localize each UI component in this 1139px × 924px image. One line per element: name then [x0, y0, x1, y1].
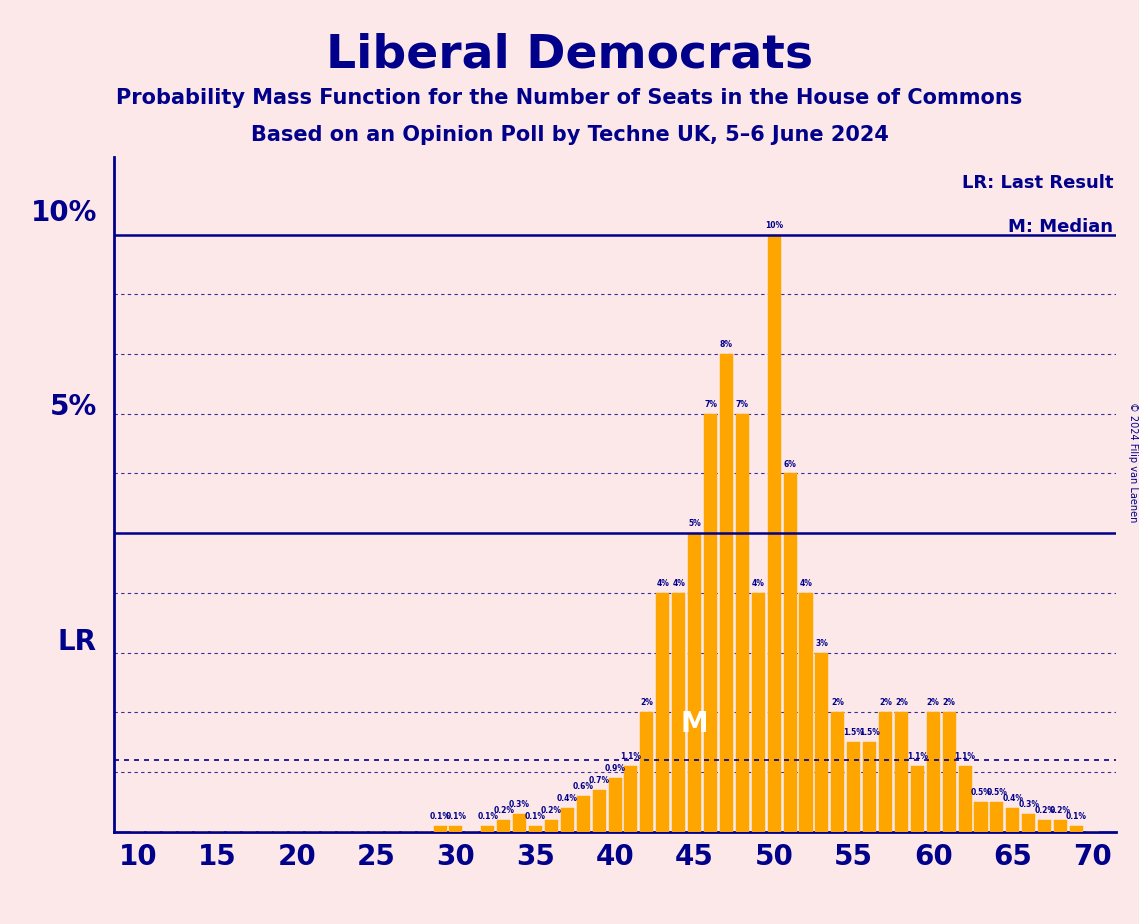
Text: Based on an Opinion Poll by Techne UK, 5–6 June 2024: Based on an Opinion Poll by Techne UK, 5…	[251, 125, 888, 145]
Text: 6%: 6%	[784, 459, 796, 468]
Bar	[528, 826, 542, 832]
Text: 0.2%: 0.2%	[1050, 806, 1071, 815]
Bar	[831, 712, 844, 832]
Bar	[768, 235, 780, 832]
Bar	[895, 712, 908, 832]
Text: 5%: 5%	[688, 519, 700, 529]
Text: 0.5%: 0.5%	[986, 788, 1007, 797]
Bar	[800, 593, 812, 832]
Text: 2%: 2%	[895, 699, 908, 708]
Text: 1.5%: 1.5%	[843, 728, 865, 737]
Text: 0.1%: 0.1%	[525, 812, 546, 821]
Bar	[847, 742, 860, 832]
Text: 2%: 2%	[831, 699, 844, 708]
Bar	[640, 712, 654, 832]
Bar	[434, 826, 446, 832]
Text: 8%: 8%	[720, 340, 732, 349]
Text: 7%: 7%	[704, 400, 718, 409]
Text: 1.1%: 1.1%	[954, 752, 976, 761]
Bar	[513, 814, 526, 832]
Text: 4%: 4%	[752, 579, 764, 588]
Text: 0.4%: 0.4%	[557, 794, 577, 803]
Bar	[1038, 820, 1051, 832]
Bar	[752, 593, 764, 832]
Text: 0.2%: 0.2%	[1034, 806, 1055, 815]
Bar	[736, 414, 748, 832]
Text: 4%: 4%	[672, 579, 686, 588]
Bar	[1070, 826, 1083, 832]
Bar	[544, 820, 558, 832]
Text: 2%: 2%	[927, 699, 940, 708]
Bar	[656, 593, 670, 832]
Text: 0.7%: 0.7%	[589, 776, 609, 785]
Text: 0.1%: 0.1%	[477, 812, 498, 821]
Bar	[688, 533, 702, 832]
Bar	[959, 766, 972, 832]
Bar	[911, 766, 924, 832]
Text: 2%: 2%	[640, 699, 654, 708]
Bar	[863, 742, 876, 832]
Bar	[704, 414, 718, 832]
Text: 0.1%: 0.1%	[1066, 812, 1087, 821]
Text: 7%: 7%	[736, 400, 748, 409]
Bar	[497, 820, 510, 832]
Bar	[672, 593, 686, 832]
Bar	[991, 802, 1003, 832]
Text: M: M	[681, 711, 708, 738]
Text: 0.1%: 0.1%	[429, 812, 451, 821]
Bar	[1022, 814, 1035, 832]
Text: 0.3%: 0.3%	[1018, 800, 1039, 808]
Text: 0.3%: 0.3%	[509, 800, 530, 808]
Bar	[576, 796, 590, 832]
Text: 0.2%: 0.2%	[493, 806, 514, 815]
Text: © 2024 Filip van Laenen: © 2024 Filip van Laenen	[1129, 402, 1138, 522]
Text: 1.1%: 1.1%	[621, 752, 641, 761]
Bar	[560, 808, 574, 832]
Text: 1.1%: 1.1%	[907, 752, 928, 761]
Bar	[879, 712, 892, 832]
Text: 5%: 5%	[50, 393, 97, 420]
Text: 0.1%: 0.1%	[445, 812, 467, 821]
Bar	[450, 826, 462, 832]
Text: 0.9%: 0.9%	[605, 764, 625, 773]
Bar	[1054, 820, 1067, 832]
Text: 3%: 3%	[816, 638, 828, 648]
Bar	[720, 354, 734, 832]
Text: 2%: 2%	[943, 699, 956, 708]
Text: 0.2%: 0.2%	[541, 806, 562, 815]
Bar	[1006, 808, 1019, 832]
Bar	[927, 712, 940, 832]
Bar	[943, 712, 956, 832]
Text: M: Median: M: Median	[1008, 218, 1113, 236]
Bar	[592, 790, 606, 832]
Bar	[482, 826, 494, 832]
Bar	[975, 802, 988, 832]
Text: 4%: 4%	[800, 579, 812, 588]
Text: Liberal Democrats: Liberal Democrats	[326, 32, 813, 78]
Text: 10%: 10%	[31, 199, 97, 226]
Text: LR: LR	[58, 628, 97, 656]
Text: 0.5%: 0.5%	[970, 788, 991, 797]
Bar	[608, 778, 622, 832]
Text: 4%: 4%	[656, 579, 670, 588]
Text: Probability Mass Function for the Number of Seats in the House of Commons: Probability Mass Function for the Number…	[116, 88, 1023, 108]
Bar	[624, 766, 638, 832]
Text: LR: Last Result: LR: Last Result	[961, 174, 1113, 192]
Bar	[784, 473, 796, 832]
Text: 1.5%: 1.5%	[859, 728, 880, 737]
Text: 0.6%: 0.6%	[573, 782, 593, 791]
Bar	[816, 652, 828, 832]
Text: 0.4%: 0.4%	[1002, 794, 1023, 803]
Text: 10%: 10%	[765, 221, 784, 230]
Text: 2%: 2%	[879, 699, 892, 708]
